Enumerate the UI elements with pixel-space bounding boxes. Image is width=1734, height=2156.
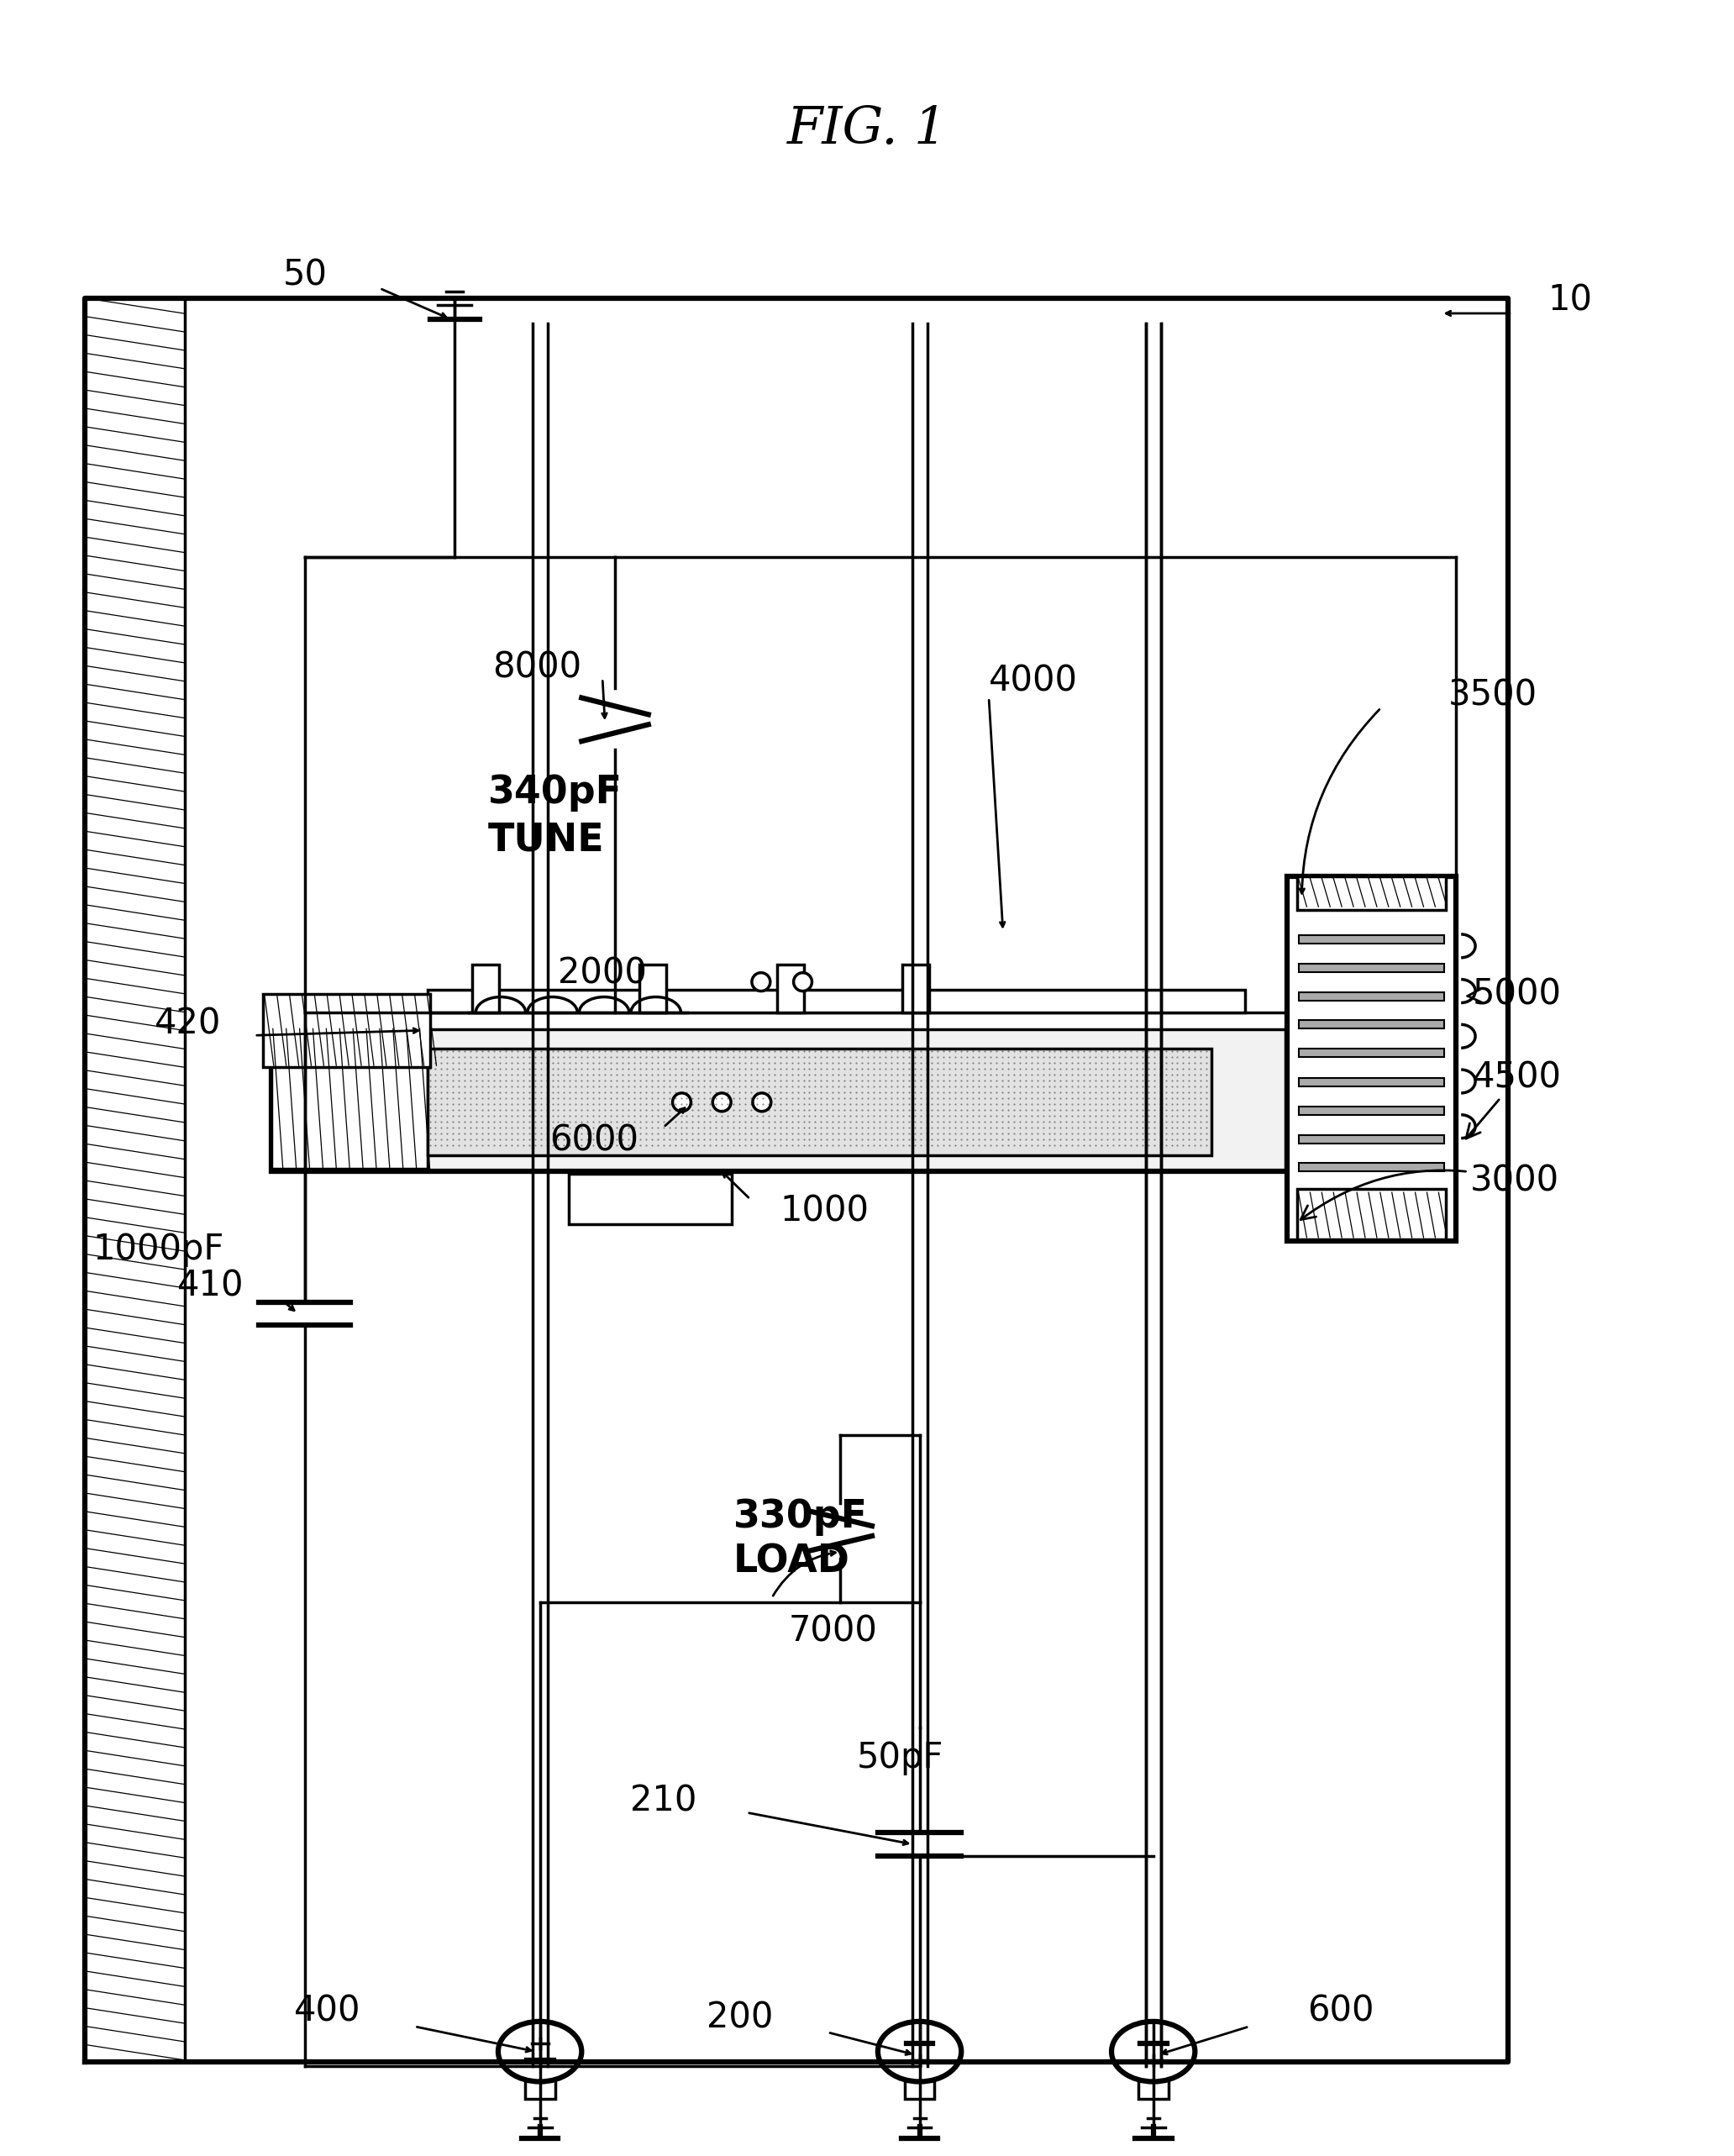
Text: FIG. 1: FIG. 1 [787, 103, 947, 155]
Bar [264, 994, 430, 1067]
Text: 50pF: 50pF [857, 1740, 943, 1774]
Text: 1000pF: 1000pF [94, 1231, 224, 1268]
Bar [271, 1028, 427, 1169]
Text: 5000: 5000 [1467, 977, 1562, 1011]
Bar [1299, 1020, 1444, 1028]
Text: 330pF: 330pF [733, 1498, 869, 1535]
Bar [427, 990, 1245, 1013]
Bar [271, 1013, 1287, 1031]
Bar [525, 2063, 555, 2100]
Bar [85, 298, 186, 2061]
Bar [1299, 936, 1444, 944]
Bar [569, 1175, 732, 1225]
Bar [1138, 2063, 1169, 2100]
Bar [271, 1026, 1287, 1171]
Bar [905, 2063, 935, 2100]
Bar [777, 964, 803, 1013]
Ellipse shape [1111, 2022, 1195, 2083]
Text: 1000: 1000 [780, 1192, 869, 1229]
Circle shape [753, 972, 770, 992]
Text: 50: 50 [283, 257, 328, 293]
Text: 4500: 4500 [1465, 1061, 1562, 1138]
Bar [1299, 1106, 1444, 1115]
Text: 600: 600 [1307, 1994, 1375, 2029]
Text: LOAD: LOAD [733, 1544, 850, 1580]
Ellipse shape [877, 2022, 961, 2083]
Bar [1287, 877, 1457, 1242]
Bar [1297, 1190, 1446, 1240]
Bar [902, 964, 929, 1013]
Circle shape [713, 1093, 732, 1112]
Bar [1299, 964, 1444, 972]
Text: 410: 410 [177, 1268, 244, 1304]
Bar [1299, 992, 1444, 1000]
Text: 8000: 8000 [492, 651, 581, 686]
Text: 10: 10 [1548, 282, 1592, 317]
Circle shape [673, 1093, 690, 1112]
Text: 3000: 3000 [1300, 1162, 1559, 1220]
Text: 4000: 4000 [988, 664, 1079, 699]
Text: 210: 210 [629, 1783, 697, 1818]
Text: 420: 420 [154, 1007, 222, 1041]
Text: 2000: 2000 [558, 955, 647, 992]
Text: 6000: 6000 [550, 1123, 638, 1158]
Text: 3500: 3500 [1448, 677, 1536, 714]
Text: 7000: 7000 [789, 1613, 877, 1649]
Bar [1299, 1078, 1444, 1087]
Bar [472, 964, 499, 1013]
Ellipse shape [498, 2022, 581, 2083]
Bar [640, 964, 666, 1013]
Circle shape [753, 1093, 772, 1112]
Bar [1299, 1048, 1444, 1056]
Bar [1299, 1164, 1444, 1171]
Circle shape [794, 972, 812, 992]
Bar [427, 1048, 1212, 1156]
Bar [1299, 1134, 1444, 1143]
Text: 200: 200 [707, 2001, 773, 2035]
Text: 400: 400 [293, 1994, 361, 2029]
Text: TUNE: TUNE [489, 821, 605, 858]
Text: 340pF: 340pF [489, 774, 623, 813]
Bar [1297, 877, 1446, 910]
